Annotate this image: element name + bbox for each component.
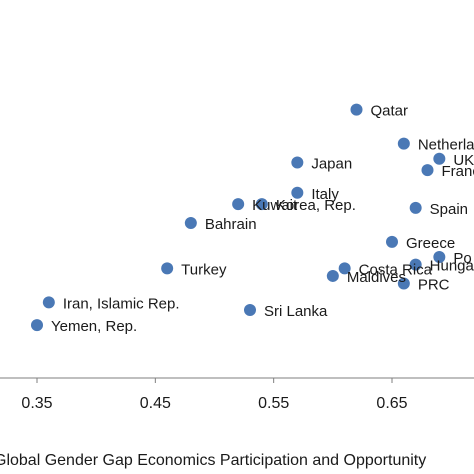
data-point [161, 262, 174, 275]
data-point [338, 262, 351, 275]
data-point [350, 103, 363, 116]
point-labels: Qatar NetherlandsUKFrance Japan Italy Kuwait… [51, 103, 474, 335]
point-label: Costa Rica [359, 261, 433, 278]
data-point [255, 198, 268, 211]
data-point [397, 137, 410, 150]
point-label: Turkey [181, 261, 227, 278]
data-points [31, 103, 446, 332]
data-point [31, 319, 43, 332]
point-label: France [442, 163, 474, 180]
point-label: Yemen, Rep. [51, 318, 137, 335]
point-label: Netherlands [418, 137, 474, 154]
point-label: UK [453, 152, 474, 169]
data-point [386, 235, 398, 248]
data-point [409, 201, 422, 214]
data-point [433, 152, 446, 165]
point-label: Sri Lanka [264, 303, 328, 320]
data-point [232, 198, 245, 211]
point-label: Italy [311, 186, 339, 203]
data-point [244, 303, 256, 316]
point-label: Bahrain [205, 216, 257, 233]
point-label: Qatar [371, 103, 409, 120]
point-label: Korea, Rep. [276, 197, 356, 214]
x-tick-label: 0.45 [140, 395, 171, 412]
point-label: Greece [406, 235, 455, 252]
x-tick-label: 0.55 [258, 395, 289, 412]
data-point [421, 164, 434, 177]
data-point [326, 269, 339, 282]
data-point [184, 217, 197, 230]
point-label: Iran, Islamic Rep. [63, 295, 180, 312]
x-axis-title: Global Gender Gap Economics Participatio… [0, 452, 426, 469]
point-label: Kuwait [252, 197, 298, 214]
data-point [42, 296, 55, 309]
point-label: PRC [418, 277, 450, 294]
x-tick-label: 0.35 [21, 395, 52, 412]
data-point [433, 251, 446, 264]
point-label: Japan [311, 156, 352, 173]
point-label: Spain [430, 201, 468, 218]
point-label: Po [453, 250, 471, 267]
data-point [291, 156, 304, 169]
point-label: Maldives [347, 269, 406, 286]
point-label: Hungary [430, 258, 474, 275]
data-point [409, 258, 422, 271]
data-point [291, 186, 304, 199]
x-tick-label: 0.65 [376, 395, 407, 412]
data-point [397, 277, 410, 290]
x-ticks: 0.35 0.45 0.55 0.65 [21, 378, 408, 412]
